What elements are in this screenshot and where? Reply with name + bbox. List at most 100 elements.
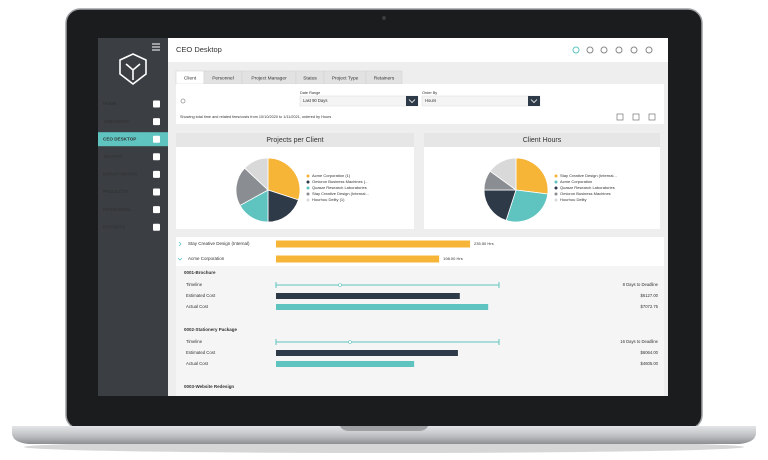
tab-label[interactable]: Status (303, 75, 317, 81)
projects-card (176, 266, 664, 396)
sidebar-icon (153, 153, 160, 161)
sidebar: HOME TIMESHEET CEO DESKTOP TRAFFIC DEPARTMEN… (98, 38, 168, 396)
filter-box[interactable] (421, 95, 541, 107)
panel-title: Projects per Client (266, 137, 323, 144)
filter-arrow-box[interactable] (406, 96, 418, 106)
legend-label: Acme Corporation (1) (312, 173, 351, 178)
search-icon[interactable] (180, 98, 186, 104)
filter-value[interactable]: Last 90 Days (303, 98, 327, 103)
filter-arrow-box[interactable] (528, 96, 540, 106)
row-label: Estimated Cost (186, 350, 216, 355)
panel-title: Client Hours (523, 137, 562, 144)
sidebar-item[interactable]: TRAFFIC (103, 154, 123, 159)
filter-label: Order By (422, 91, 437, 95)
header-icon[interactable] (600, 46, 608, 54)
legend-dot (554, 174, 558, 178)
legend-dot (306, 174, 310, 178)
filter-arrow (408, 99, 416, 104)
legend-label: Quasar Research Laboratories (560, 185, 615, 190)
hours-label: 198.00 Hrs (443, 256, 463, 261)
project-name: 0001-Brochure (184, 270, 216, 275)
header-icon[interactable] (586, 46, 594, 54)
hours-bar (276, 240, 471, 248)
sidebar-item[interactable]: CEO DESKTOP (103, 136, 136, 141)
row-value: 16 Days to Deadline (620, 339, 658, 344)
tab-label[interactable]: Client (184, 75, 197, 81)
row-value: $6127.00 (641, 293, 659, 298)
pie-slice (267, 189, 299, 223)
chevron[interactable] (177, 257, 183, 261)
filter-card (176, 84, 664, 124)
legend-dot (554, 186, 558, 190)
row-label: Timeline (186, 339, 203, 344)
panel-header (424, 133, 660, 147)
legend-label: Stay Creative Design (Internal... (312, 191, 369, 196)
pie-slice (489, 157, 517, 191)
sidebar-item[interactable]: DEPARTMENTS (103, 172, 138, 177)
header-icon[interactable] (572, 46, 580, 54)
camera (382, 16, 386, 20)
sidebar-item[interactable]: HOME (103, 101, 117, 106)
row-value: $7072.75 (641, 304, 659, 309)
client-name[interactable]: Acme Corporation (188, 256, 225, 261)
row-value: $6064.00 (641, 350, 659, 355)
pie-slice (505, 189, 549, 223)
legend-dot (554, 192, 558, 196)
cost-bar (276, 293, 460, 299)
sidebar-item[interactable]: REPORTS (103, 224, 125, 229)
chevron[interactable] (178, 241, 182, 247)
header-icon[interactable] (615, 46, 623, 54)
sidebar-icon (153, 170, 160, 178)
pie-slice (235, 167, 269, 206)
client-name[interactable]: Stay Creative Design (Internal) (188, 241, 250, 246)
legend-label: Quasar Research Laboratories (312, 185, 367, 190)
header-icon[interactable] (645, 46, 653, 54)
sidebar-item[interactable]: PERSONNEL (103, 207, 132, 212)
panel-header (176, 133, 414, 147)
legend-dot (554, 180, 558, 184)
sidebar-icon (153, 100, 160, 108)
legend-label: Stay Creative Design (Internal... (560, 173, 617, 178)
notch (340, 426, 428, 431)
sidebar-item[interactable]: PROJECTS (103, 189, 128, 194)
timeline-marker (348, 340, 352, 344)
main: CEO Desktop Client Personnel Project Manage… (168, 38, 668, 396)
row-value: $4605.00 (641, 361, 659, 366)
row-label: Estimated Cost (186, 293, 216, 298)
legend-label: Hourhou Dellty (560, 197, 586, 202)
legend-dot (554, 198, 558, 202)
project-name: 0003-Website Redesign (184, 384, 234, 389)
header (168, 38, 668, 62)
row-label: Timeline (186, 282, 203, 287)
tool-icon[interactable] (616, 113, 624, 121)
timeline-marker (338, 283, 342, 287)
legend-dot (306, 198, 310, 202)
legend-dot (306, 180, 310, 184)
legend-label: Acme Corporation (560, 179, 592, 184)
sidebar-item[interactable]: TIMESHEET (103, 119, 129, 124)
sidebar-icon (153, 135, 160, 143)
sidebar-icon (153, 188, 160, 196)
tool-icon[interactable] (648, 113, 656, 121)
tab-label[interactable]: Retainers (374, 75, 395, 81)
filter-value[interactable]: Hours (425, 98, 436, 103)
logo (119, 53, 147, 86)
filter-arrow (530, 99, 538, 104)
laptop-base (12, 426, 756, 444)
page-title: CEO Desktop (176, 45, 222, 54)
tab-label[interactable]: Project Type (332, 75, 359, 81)
screen: HOME TIMESHEET CEO DESKTOP TRAFFIC DEPARTMEN… (98, 38, 668, 396)
row-label: Actual Cost (186, 361, 209, 366)
tab-label[interactable]: Personnel (212, 75, 234, 81)
pie-slice (267, 157, 301, 201)
legend-label: Omicron Business Machines (560, 191, 611, 196)
sidebar-icon (153, 206, 160, 214)
legend-dot (306, 192, 310, 196)
tab-label[interactable]: Project Manager (251, 75, 287, 81)
summary: Showing total time and related fees/cost… (180, 115, 331, 119)
sidebar-icon (153, 223, 160, 231)
tool-icon[interactable] (632, 113, 640, 121)
sidebar-icon (153, 118, 160, 126)
header-icon[interactable] (630, 46, 638, 54)
